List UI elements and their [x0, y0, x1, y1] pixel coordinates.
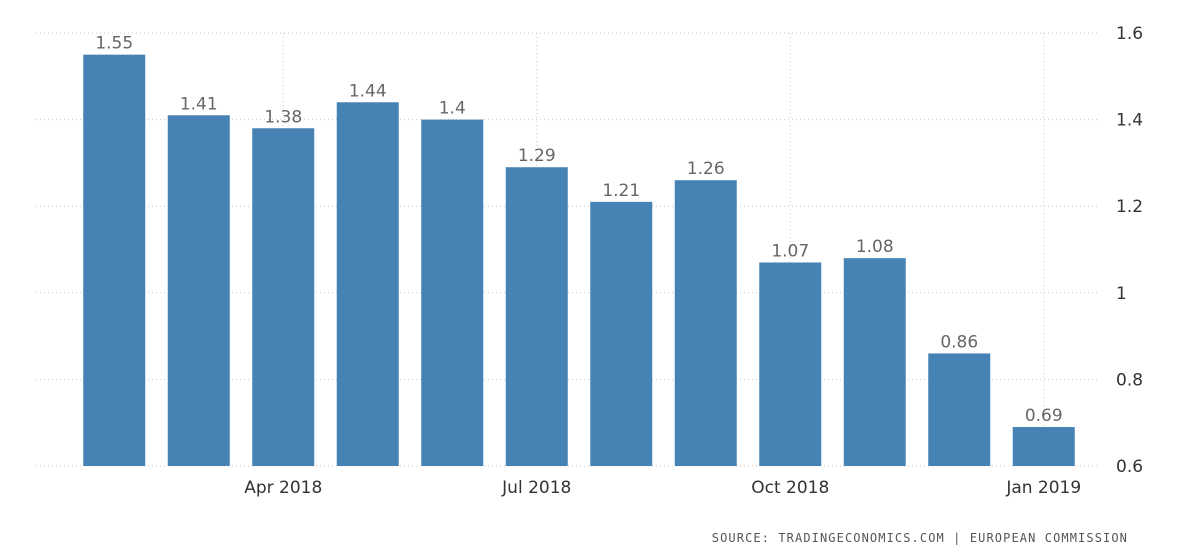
- y-tick-label: 0.6: [1116, 457, 1143, 477]
- bar: [167, 115, 230, 467]
- bar: [83, 54, 146, 467]
- bar: [336, 102, 399, 466]
- bar: [421, 119, 484, 466]
- bar-value-label: 1.38: [264, 107, 302, 127]
- bar-value-label: 1.21: [602, 181, 640, 201]
- x-tick-label: Apr 2018: [244, 478, 322, 498]
- bar: [928, 353, 991, 466]
- value-labels: 1.55 1.41 1.38 1.44 1.4 1.29 1.21 1.26 1.07 1.08 0…: [95, 34, 1062, 426]
- bar: [505, 167, 568, 467]
- bars: [83, 54, 1075, 467]
- bar-value-label: 1.07: [771, 241, 809, 261]
- bar: [1012, 427, 1075, 466]
- bar-value-label: 1.44: [349, 81, 387, 101]
- y-axis: 0.6 0.8 1 1.2 1.4 1.6: [1116, 24, 1143, 477]
- bar: [674, 180, 737, 466]
- x-tick-label: Oct 2018: [751, 478, 829, 498]
- bar-value-label: 1.26: [687, 159, 725, 179]
- y-tick-label: 1: [1116, 284, 1127, 304]
- bar-value-label: 1.55: [95, 34, 133, 54]
- y-tick-label: 1.6: [1116, 24, 1143, 44]
- bar: [252, 128, 315, 466]
- y-tick-label: 1.2: [1116, 197, 1143, 217]
- source-note: SOURCE: TRADINGECONOMICS.COM | EUROPEAN …: [711, 531, 1128, 545]
- x-axis: Apr 2018 Jul 2018 Oct 2018 Jan 2019: [244, 478, 1081, 498]
- bar-value-label: 1.29: [518, 146, 556, 166]
- y-tick-label: 0.8: [1116, 370, 1143, 390]
- x-tick-label: Jul 2018: [501, 478, 571, 498]
- x-tick-label: Jan 2019: [1005, 478, 1081, 498]
- bar: [759, 262, 822, 466]
- bar: [590, 201, 653, 466]
- bar-value-label: 1.08: [856, 237, 894, 257]
- y-tick-label: 1.4: [1116, 111, 1143, 131]
- bar: [843, 258, 906, 466]
- bar-value-label: 0.69: [1025, 406, 1063, 426]
- bar-value-label: 1.41: [180, 94, 218, 114]
- bar-value-label: 1.4: [439, 99, 466, 119]
- bar-value-label: 0.86: [940, 332, 978, 352]
